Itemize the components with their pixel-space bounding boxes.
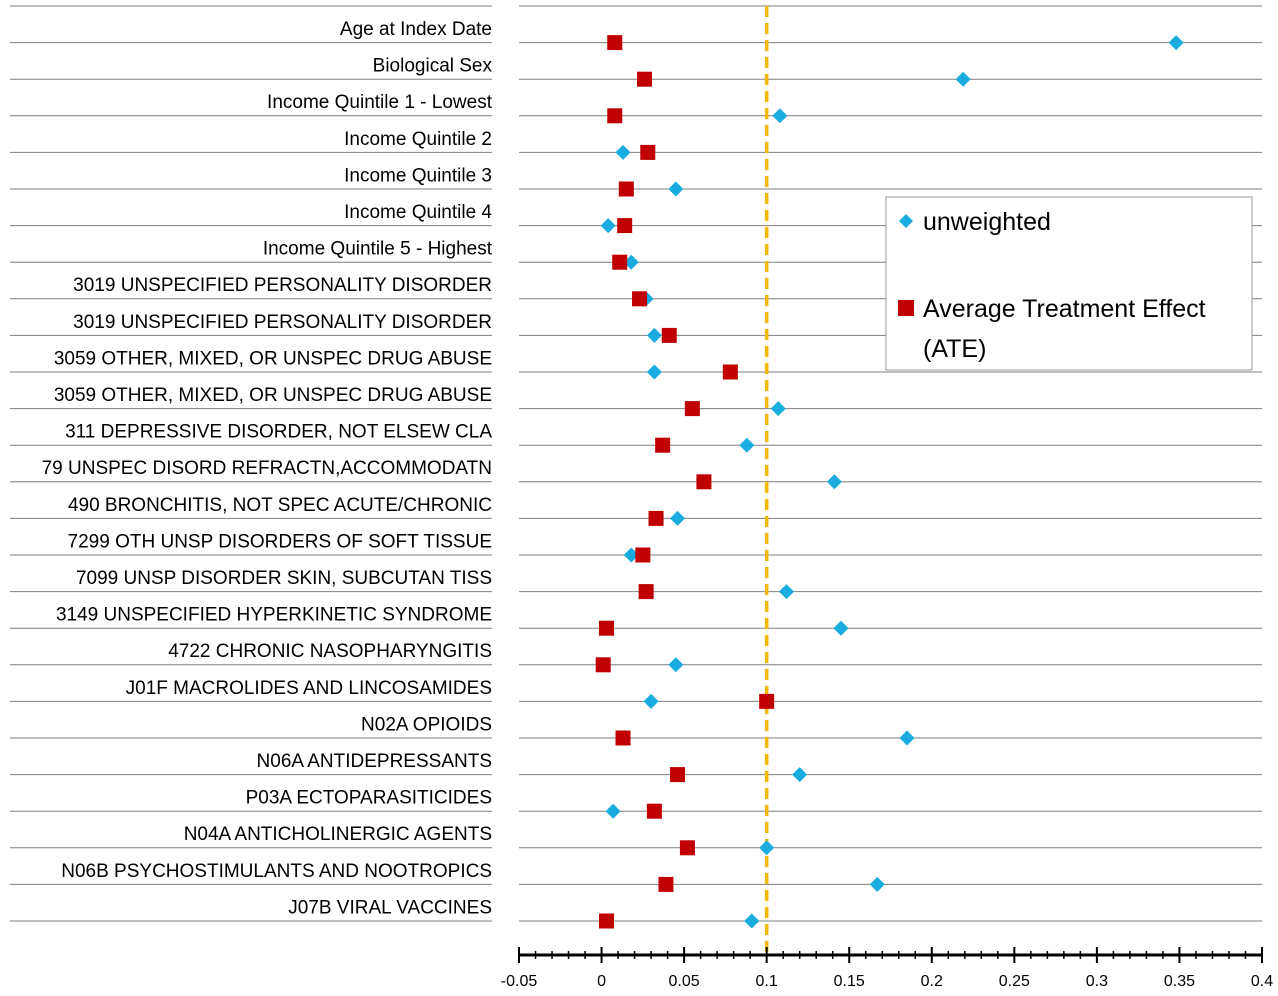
- ate-point: [648, 510, 664, 526]
- unweighted-point: [899, 730, 915, 746]
- unweighted-point: [1168, 35, 1184, 51]
- category-label: Income Quintile 5 - Highest: [263, 239, 493, 260]
- x-tick-label: 0: [597, 973, 606, 990]
- category-label: 4722 CHRONIC NASOPHARYNGITIS: [168, 641, 492, 662]
- category-label: N06B PSYCHOSTIMULANTS AND NOOTROPICS: [61, 861, 492, 882]
- unweighted-point: [869, 876, 885, 892]
- unweighted-point: [955, 71, 971, 87]
- x-axis: -0.05 0 0.05 0.1 0.15 0.2 0.25 0.3 0.35 0.4: [501, 947, 1273, 990]
- unweighted-point: [744, 913, 760, 929]
- category-labels: Age at Index Date Biological Sex Income Qu…: [42, 19, 493, 918]
- unweighted-point: [826, 474, 842, 490]
- category-label: 3019 UNSPECIFIED PERSONALITY DISORDER: [73, 275, 492, 296]
- x-tick-label: 0.2: [921, 973, 943, 990]
- category-label: 3019 UNSPECIFIED PERSONALITY DISORDER: [73, 312, 492, 333]
- unweighted-point: [739, 437, 755, 453]
- category-label: J01F MACROLIDES AND LINCOSAMIDES: [126, 678, 492, 699]
- ate-point: [646, 803, 662, 819]
- ate-point: [635, 547, 651, 563]
- category-label: Income Quintile 1 - Lowest: [267, 92, 493, 113]
- ate-point: [658, 876, 674, 892]
- ate-point: [636, 71, 652, 87]
- unweighted-point: [646, 364, 662, 380]
- x-tick-label: 0.15: [834, 973, 865, 990]
- x-tick-label: 0.1: [756, 973, 778, 990]
- category-label: N06A ANTIDEPRESSANTS: [257, 751, 492, 772]
- ate-point: [599, 913, 615, 929]
- ate-point: [615, 730, 631, 746]
- category-label: Income Quintile 2: [344, 129, 492, 150]
- ate-point: [679, 840, 695, 856]
- ate-point: [617, 218, 633, 234]
- unweighted-point: [792, 767, 808, 783]
- ate-point: [759, 693, 775, 709]
- category-label: 490 BRONCHITIS, NOT SPEC ACUTE/CHRONIC: [68, 495, 492, 516]
- legend-diamond-icon: [899, 214, 913, 228]
- ate-point: [618, 181, 634, 197]
- ate-point: [655, 437, 671, 453]
- unweighted-point: [623, 547, 639, 563]
- category-label: 3059 OTHER, MIXED, OR UNSPEC DRUG ABUSE: [54, 348, 492, 369]
- category-label: Income Quintile 3: [344, 165, 492, 186]
- category-label: 7299 OTH UNSP DISORDERS OF SOFT TISSUE: [68, 531, 492, 552]
- legend-label-ate-line2: (ATE): [923, 335, 986, 363]
- x-tick-label: 0.4: [1251, 973, 1273, 990]
- x-tick-label: 0.05: [669, 973, 700, 990]
- unweighted-point: [759, 840, 775, 856]
- unweighted-point: [600, 218, 616, 234]
- unweighted-point: [615, 144, 631, 160]
- ate-point: [612, 254, 628, 270]
- ate-point: [670, 767, 686, 783]
- unweighted-point: [623, 254, 639, 270]
- ate-point: [607, 35, 623, 51]
- ate-point: [599, 620, 615, 636]
- unweighted-point: [668, 181, 684, 197]
- category-label: P03A ECTOPARASITICIDES: [246, 788, 492, 809]
- unweighted-point: [833, 620, 849, 636]
- ate-point: [607, 108, 623, 124]
- unweighted-point: [670, 510, 686, 526]
- category-label: 3059 OTHER, MIXED, OR UNSPEC DRUG ABUSE: [54, 385, 492, 406]
- category-label: 3149 UNSPECIFIED HYPERKINETIC SYNDROME: [56, 605, 492, 626]
- ate-point: [638, 584, 654, 600]
- legend-label-ate-line1: Average Treatment Effect: [923, 295, 1206, 323]
- x-tick-label: 0.35: [1164, 973, 1195, 990]
- x-tick-label: -0.05: [501, 973, 538, 990]
- ate-point: [722, 364, 738, 380]
- legend-square-icon: [898, 300, 914, 316]
- category-label: N02A OPIOIDS: [361, 714, 492, 735]
- category-label: 79 UNSPEC DISORD REFRACTN,ACCOMMODATN: [42, 458, 492, 479]
- ate-point: [684, 401, 700, 417]
- ate-point: [632, 291, 648, 307]
- legend: unweighted Average Treatment Effect (ATE): [885, 196, 1253, 371]
- unweighted-point: [772, 108, 788, 124]
- ate-point: [640, 144, 656, 160]
- ate-point: [696, 474, 712, 490]
- category-label: 311 DEPRESSIVE DISORDER, NOT ELSEW CLA: [65, 422, 492, 443]
- unweighted-point: [643, 693, 659, 709]
- unweighted-point: [778, 584, 794, 600]
- category-label: N04A ANTICHOLINERGIC AGENTS: [184, 824, 492, 845]
- x-tick-label: 0.25: [999, 973, 1030, 990]
- legend-label-unweighted: unweighted: [923, 208, 1051, 236]
- unweighted-point: [605, 803, 621, 819]
- ate-point: [661, 327, 677, 343]
- data-markers: [595, 35, 1184, 929]
- unweighted-point: [668, 657, 684, 673]
- legend-box: [885, 196, 1253, 371]
- category-label: Biological Sex: [373, 56, 493, 77]
- ate-point: [595, 657, 611, 673]
- category-label: 7099 UNSP DISORDER SKIN, SUBCUTAN TISS: [76, 568, 492, 589]
- category-label: J07B VIRAL VACCINES: [288, 897, 492, 918]
- category-label: Income Quintile 4: [344, 202, 492, 223]
- unweighted-point: [770, 401, 786, 417]
- unweighted-point: [646, 327, 662, 343]
- category-label: Age at Index Date: [340, 19, 492, 40]
- x-tick-label: 0.3: [1086, 973, 1108, 990]
